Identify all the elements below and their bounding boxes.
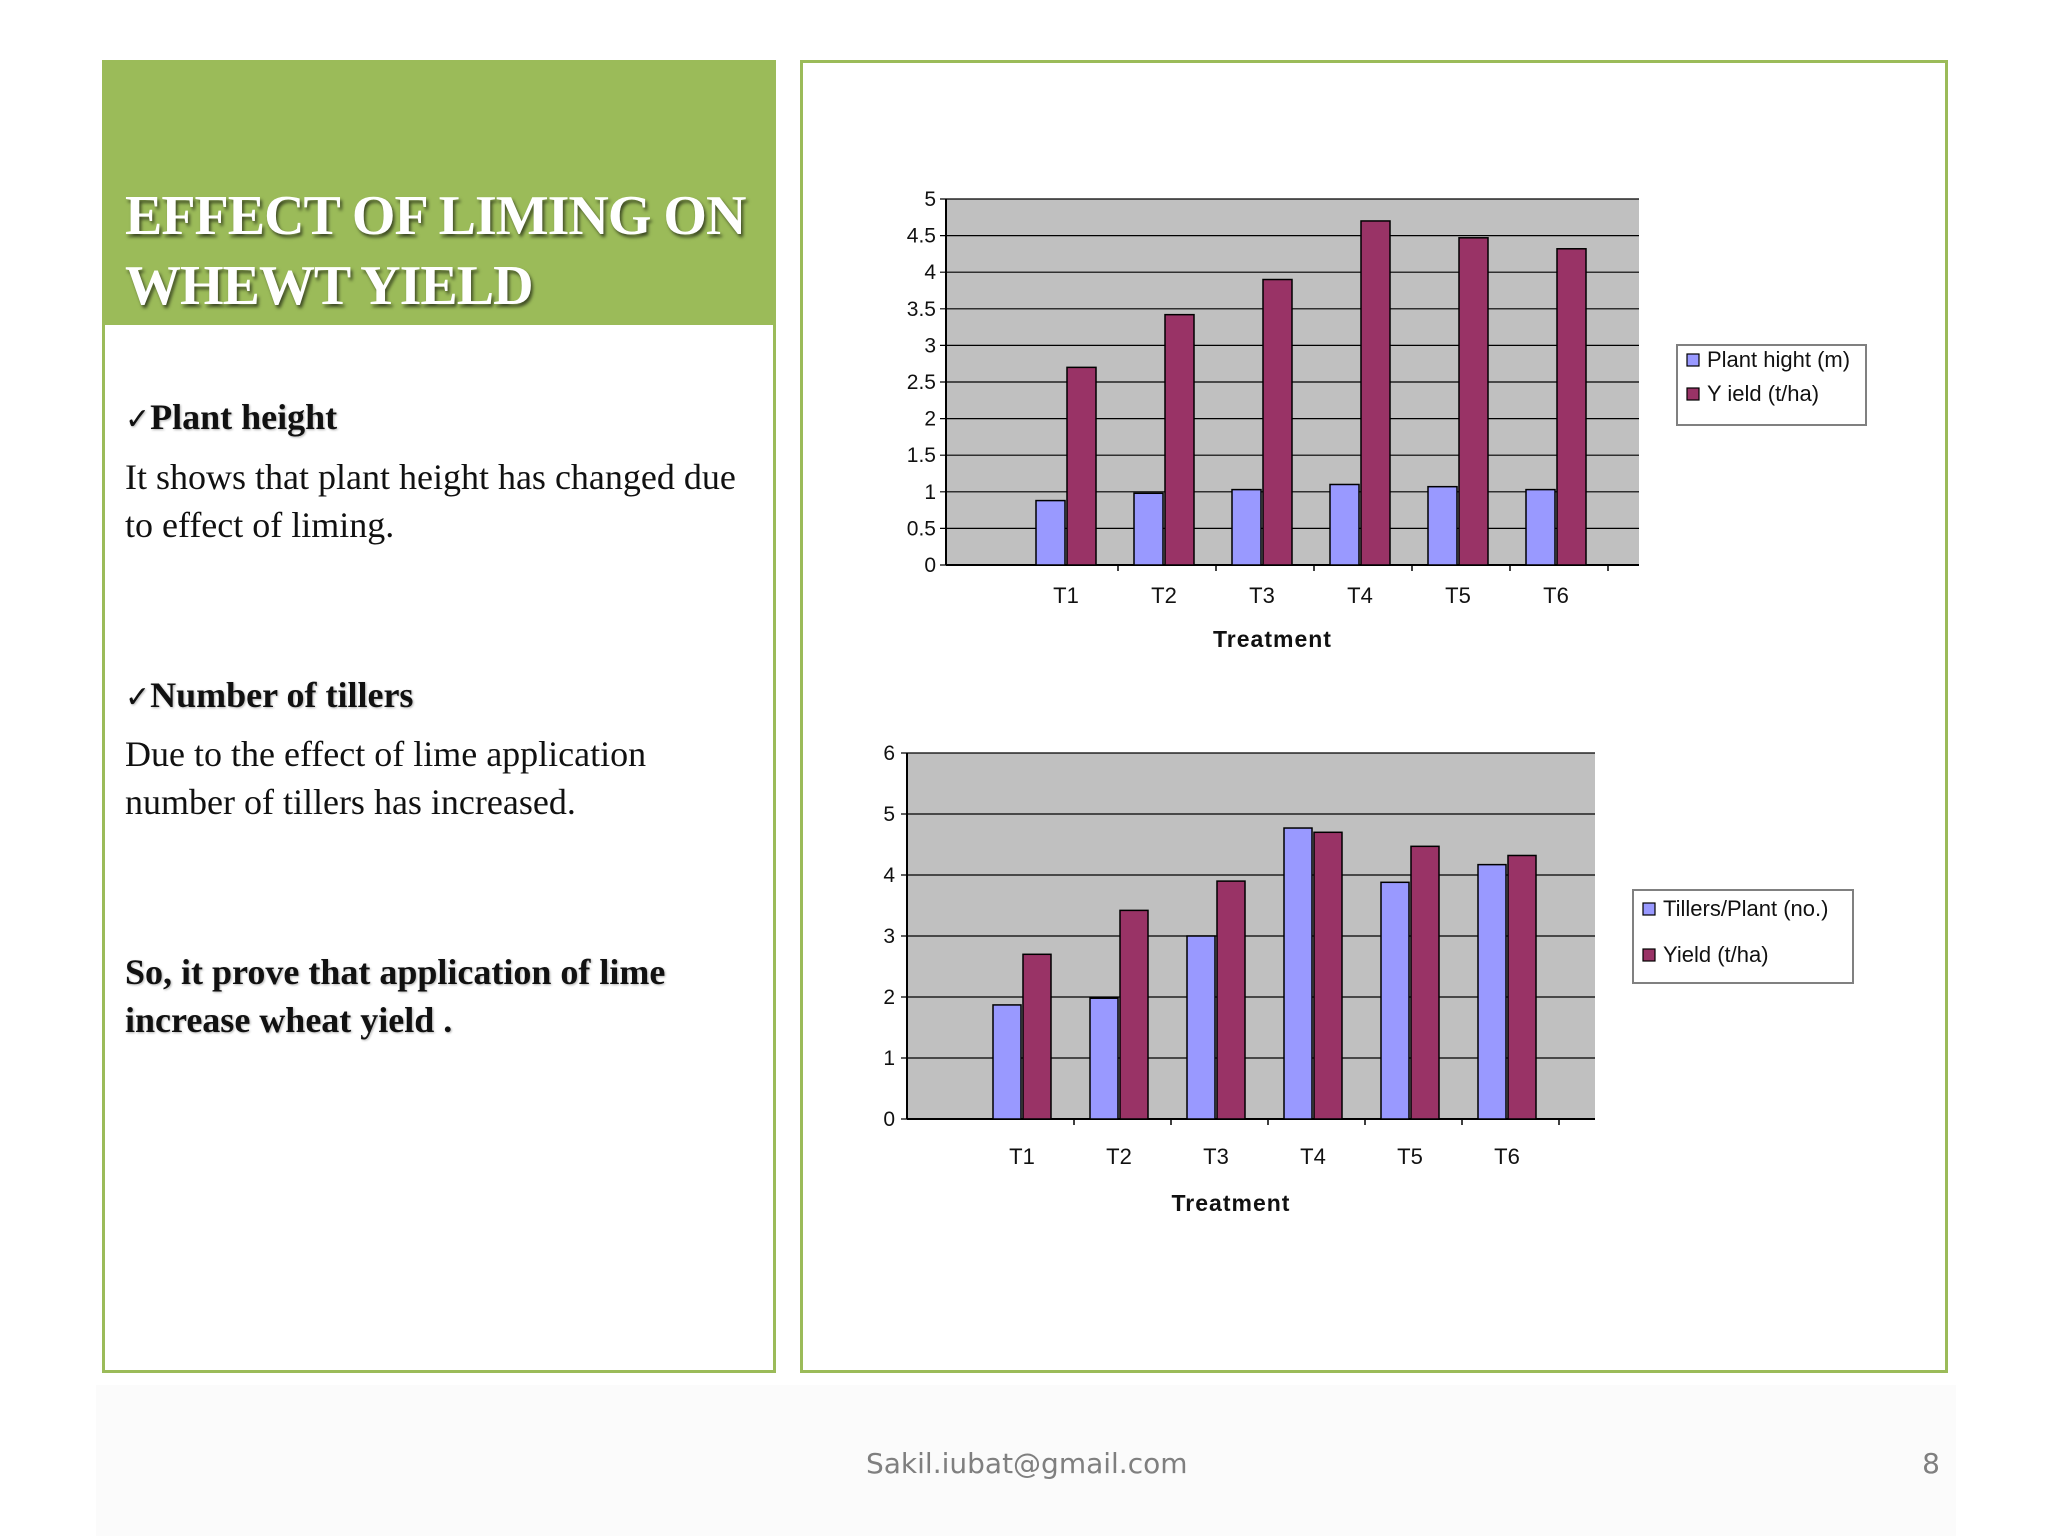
footer-band: [96, 1385, 1956, 1536]
legend-swatch: [1686, 353, 1700, 367]
y-tick-label: 5: [883, 803, 895, 826]
bar-series1: [1089, 997, 1119, 1120]
bar-series1: [1329, 483, 1360, 566]
y-tick-label: 3.5: [907, 298, 936, 321]
y-tick-label: 0: [924, 554, 936, 577]
category-label: T6: [1494, 1144, 1520, 1169]
y-tick-label: 2.5: [907, 371, 936, 394]
bar-series2: [1262, 278, 1293, 566]
bar-series2: [1164, 313, 1195, 566]
footer-email: Sakil.iubat@gmail.com: [866, 1447, 1188, 1480]
y-tick-label: 4: [924, 261, 936, 284]
bar-series2: [1313, 831, 1343, 1120]
bar-series1: [1283, 827, 1313, 1120]
category-label: T6: [1543, 583, 1569, 608]
category-label: T3: [1203, 1144, 1229, 1169]
y-tick-label: 4.5: [907, 225, 936, 248]
category-label: T5: [1397, 1144, 1423, 1169]
bar-series1: [1477, 863, 1507, 1120]
legend-box: [1632, 889, 1854, 984]
charts-canvas: 0 0.5 1 1.5 2 2.5 3 3.5 4 4.5 5 T1 T2 T3 T4 T5 T6 Treatme…: [883, 188, 1867, 1216]
bar-series1: [1133, 492, 1164, 566]
bar-series1: [992, 1004, 1022, 1120]
y-tick-label: 0: [883, 1108, 895, 1131]
y-tick-label: 0.5: [907, 517, 936, 540]
legend-label: Y ield (t/ha): [1707, 381, 1819, 406]
y-tick-label: 3: [924, 334, 936, 357]
text-panel: EFFECT OF LIMING ON WHEWT YIELD ✓Plant h…: [102, 60, 776, 1373]
y-tick-label: 4: [883, 864, 895, 887]
x-axis-title: Treatment: [1213, 626, 1332, 652]
bar-series2: [1119, 909, 1149, 1120]
bar-series1: [1231, 488, 1262, 566]
bar-series2: [1458, 237, 1489, 566]
bar-series1: [1525, 488, 1556, 566]
category-label: T4: [1347, 583, 1373, 608]
legend-swatch: [1642, 902, 1656, 916]
legend-swatch: [1686, 387, 1700, 401]
title-band: EFFECT OF LIMING ON WHEWT YIELD: [105, 63, 773, 325]
category-label: T5: [1445, 583, 1471, 608]
bar-series1: [1427, 485, 1458, 566]
bar-series2: [1556, 248, 1587, 566]
legend-box: [1676, 344, 1867, 426]
bar-series2: [1216, 880, 1246, 1120]
bar-series2: [1360, 220, 1391, 566]
bar-series1: [1186, 935, 1216, 1120]
y-tick-label: 2: [883, 986, 895, 1009]
y-tick-label: 1: [924, 481, 936, 504]
bar-series1: [1035, 499, 1066, 566]
chart-panel: 0 0.5 1 1.5 2 2.5 3 3.5 4 4.5 5 T1 T2 T3 T4 T5 T6 Treatme…: [800, 60, 1948, 1373]
legend-label: Tillers/Plant (no.): [1663, 896, 1828, 921]
bullet-heading-plant-height: ✓Plant height: [125, 396, 765, 438]
category-label: T1: [1053, 583, 1079, 608]
category-label: T4: [1300, 1144, 1326, 1169]
y-tick-label: 2: [924, 408, 936, 431]
bullet-body-tillers: Due to the effect of lime application nu…: [125, 734, 647, 822]
y-tick-label: 1.5: [907, 444, 936, 467]
bar-series1: [1380, 881, 1410, 1120]
bullet-body-plant-height: It shows that plant height has changed d…: [125, 457, 736, 545]
category-label: T1: [1009, 1144, 1035, 1169]
y-tick-label: 6: [883, 742, 895, 765]
category-label: T3: [1249, 583, 1275, 608]
y-tick-label: 5: [924, 188, 936, 211]
y-tick-label: 3: [883, 925, 895, 948]
check-icon: ✓: [125, 402, 151, 437]
slide-title: EFFECT OF LIMING ON WHEWT YIELD: [125, 185, 746, 317]
legend-label: Yield (t/ha): [1663, 942, 1769, 967]
conclusion-text: So, it prove that application of lime in…: [125, 952, 666, 1040]
legend-label: Plant hight (m): [1707, 347, 1850, 372]
bullet-heading-tillers: ✓Number of tillers: [125, 674, 765, 716]
category-label: T2: [1151, 583, 1177, 608]
bullet-heading-text: Number of tillers: [150, 675, 414, 715]
bar-series2: [1507, 854, 1537, 1120]
page-number: 8: [1922, 1447, 1940, 1480]
y-tick-label: 1: [883, 1047, 895, 1070]
bar-series2: [1022, 953, 1052, 1120]
x-axis-title: Treatment: [1172, 1190, 1291, 1216]
check-icon: ✓: [125, 680, 151, 715]
bar-series2: [1410, 845, 1440, 1120]
category-label: T2: [1106, 1144, 1132, 1169]
bar-series2: [1066, 366, 1097, 566]
legend-swatch: [1642, 948, 1656, 962]
bullet-heading-text: Plant height: [150, 397, 338, 437]
